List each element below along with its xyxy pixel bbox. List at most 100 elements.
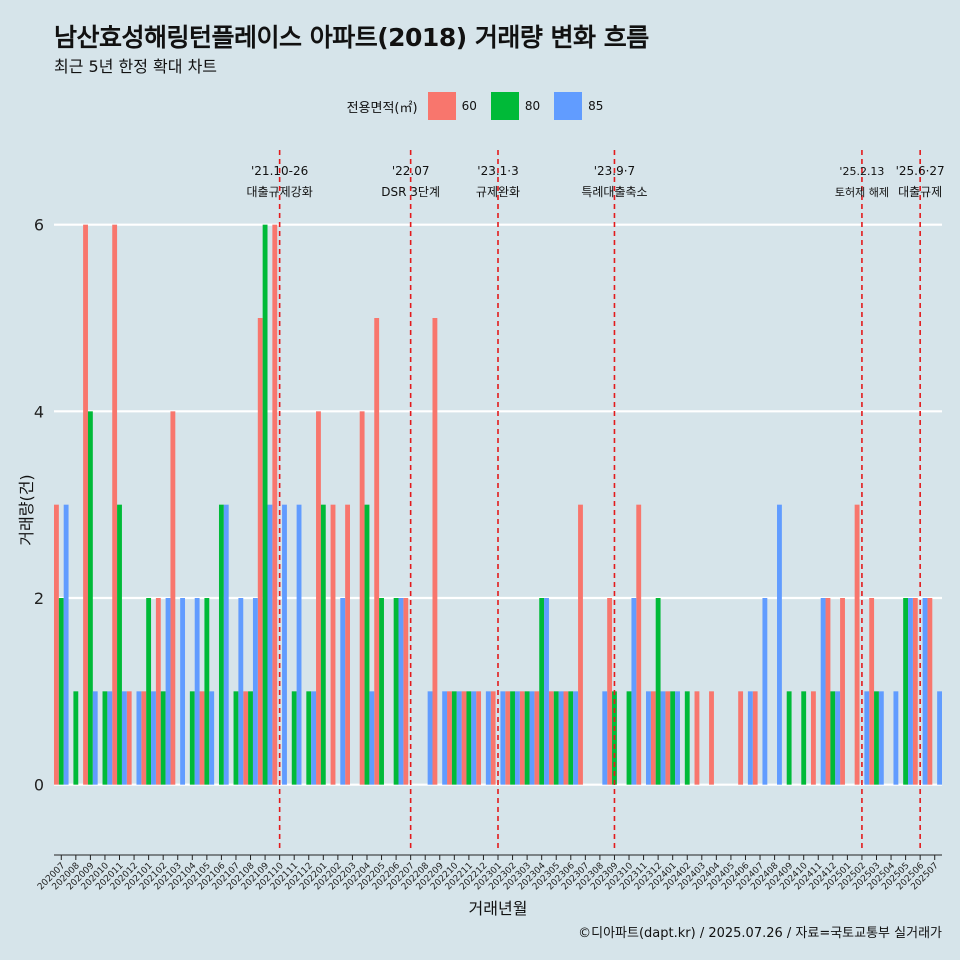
bar-60-202205	[374, 318, 380, 785]
bar-60-202103	[170, 411, 176, 785]
bar-60-202211	[461, 691, 467, 785]
bar-80-202303	[524, 691, 530, 785]
bar-80-202105	[204, 598, 210, 785]
y-tick-label: 0	[34, 776, 44, 795]
bar-85-202101	[151, 691, 156, 785]
bar-80-202401	[670, 691, 676, 785]
event-text-label: 특례대출축소	[581, 185, 647, 199]
legend-label-60: 60	[461, 99, 477, 113]
legend-swatch-85	[554, 92, 583, 120]
event-text-label: 대출규제	[898, 185, 942, 199]
bar-60-202401	[665, 691, 671, 785]
bar-85-202504	[893, 691, 899, 785]
bar-60-202007	[54, 504, 59, 785]
bar-60-202203	[345, 504, 350, 785]
event-text-label: 토허제 해제	[835, 185, 889, 199]
bar-85-202406	[747, 691, 753, 785]
bar-85-202301	[500, 691, 506, 785]
bar-60-202011	[112, 224, 118, 785]
legend-label-85: 85	[588, 99, 604, 113]
bar-80-202503	[874, 691, 879, 785]
bar-85-202104	[194, 598, 200, 785]
bar-85-202507	[937, 691, 942, 785]
event-date-label: '23.1·3	[477, 164, 518, 178]
bar-85-202503	[878, 691, 884, 785]
y-axis-title: 거래량(건)	[17, 474, 36, 545]
bar-85-202308	[602, 691, 608, 785]
bar-60-202506	[912, 598, 918, 785]
legend-item-60: 60	[427, 92, 487, 120]
bar-60-202312	[650, 691, 656, 785]
bar-60-202305	[548, 691, 554, 785]
bar-85-202411	[820, 598, 826, 785]
event-date-label: '23.9·7	[594, 164, 635, 178]
legend: 전용면적(㎡) 60 80 85	[0, 92, 960, 120]
chart-title: 남산효성해링턴플레이스 아파트(2018) 거래량 변화 흐름	[54, 23, 649, 52]
bar-60-202110	[272, 224, 278, 785]
event-text-label: 대출규제강화	[247, 185, 313, 199]
bar-60-202303	[519, 691, 525, 785]
bar-85-202111	[296, 504, 302, 785]
legend-swatch-80	[490, 92, 519, 120]
bar-80-202302	[510, 691, 515, 785]
bar-85-202204	[369, 691, 375, 785]
bar-80-202204	[364, 504, 370, 785]
y-tick-label: 4	[34, 402, 44, 421]
bar-80-202304	[539, 598, 545, 785]
bar-80-202410	[801, 691, 807, 785]
bar-80-202010	[102, 691, 108, 785]
bar-80-202101	[146, 598, 152, 785]
bar-60-202503	[869, 598, 875, 785]
bar-80-202107	[233, 691, 239, 785]
y-tick-label: 2	[34, 589, 44, 608]
bar-80-202201	[320, 504, 326, 785]
bar-85-202209	[442, 691, 448, 785]
bar-80-202102	[160, 691, 166, 785]
bar-85-202312	[660, 691, 666, 785]
bar-80-202206	[393, 598, 399, 785]
bar-85-202505	[908, 598, 913, 785]
bar-85-202212	[485, 691, 491, 785]
bar-80-202007	[58, 598, 64, 785]
bar-85-202407	[762, 598, 768, 785]
bar-60-202201	[316, 411, 321, 785]
event-date-label: '22.07	[392, 164, 430, 178]
source-caption: ©디아파트(dapt.kr) / 2025.07.26 / 자료=국토교통부 실…	[578, 926, 942, 941]
bar-85-202202	[340, 598, 346, 785]
bar-60-202207	[403, 598, 409, 785]
bar-60-202311	[636, 504, 642, 785]
bar-80-202008	[73, 691, 79, 785]
bar-85-202311	[646, 691, 651, 785]
bar-60-202012	[126, 691, 132, 785]
bar-85-202303	[529, 691, 535, 785]
bar-80-202109	[262, 224, 268, 785]
bar-80-202104	[189, 691, 195, 785]
bar-60-202210	[447, 691, 452, 785]
bar-80-202505	[903, 598, 909, 785]
bar-85-202304	[544, 598, 549, 785]
bar-80-202210	[451, 691, 457, 785]
bar-60-202403	[694, 691, 700, 785]
bar-85-202011	[121, 691, 127, 785]
bar-60-202302	[505, 691, 511, 785]
bar-85-202009	[92, 691, 98, 785]
legend-item-85: 85	[554, 92, 613, 120]
bar-60-202212	[476, 691, 482, 785]
bar-85-202108	[252, 598, 258, 785]
bar-80-202412	[830, 691, 836, 785]
bar-85-202107	[238, 598, 244, 785]
bar-60-202411	[810, 691, 816, 785]
bar-80-202111	[291, 691, 297, 785]
event-date-label: '25.2.13	[839, 165, 884, 178]
legend-label-80: 80	[524, 99, 541, 113]
bar-80-202205	[379, 598, 384, 785]
bar-85-202106	[223, 504, 229, 785]
legend-title: 전용면적(㎡)	[346, 100, 418, 116]
chart-subtitle: 최근 5년 한정 확대 차트	[54, 57, 218, 76]
bar-85-202210	[456, 691, 462, 785]
bar-80-202312	[655, 598, 661, 785]
bar-85-202211	[471, 691, 477, 785]
bar-60-202009	[83, 224, 88, 785]
bar-60-202306	[563, 691, 569, 785]
